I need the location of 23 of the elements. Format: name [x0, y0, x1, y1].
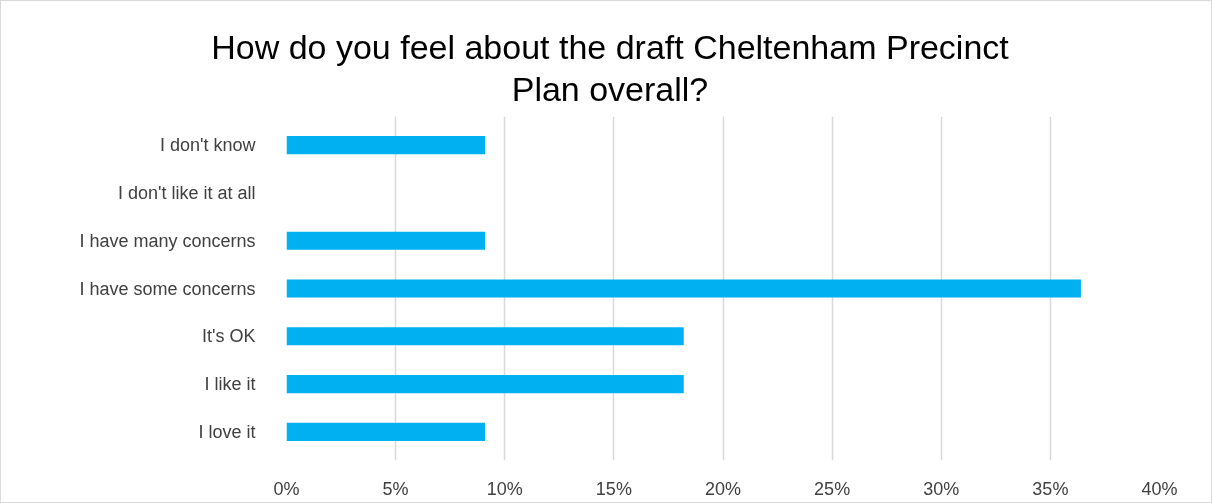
x-tick-label: 0%	[273, 478, 300, 499]
bar	[286, 279, 1081, 298]
bar	[286, 422, 486, 441]
y-tick-label: I love it	[198, 421, 256, 442]
bar	[286, 327, 684, 346]
x-tick-label: 25%	[814, 478, 851, 499]
y-tick-label: I like it	[204, 374, 256, 395]
y-tick-label: I have many concerns	[79, 230, 256, 251]
bar	[286, 136, 486, 155]
y-tick-label: It's OK	[202, 326, 256, 347]
bar	[286, 374, 684, 394]
x-tick-label: 20%	[704, 478, 742, 499]
x-tick-label: 10%	[486, 478, 523, 499]
y-tick-label: I don't like it at all	[118, 182, 256, 203]
y-tick-label: I don't know	[160, 135, 257, 156]
x-tick-label: 40%	[1141, 478, 1178, 499]
x-tick-label: 15%	[595, 478, 632, 499]
x-tick-label: 35%	[1032, 478, 1069, 499]
y-tick-label: I have some concerns	[79, 278, 256, 299]
x-tick-label: 5%	[382, 478, 409, 499]
chart-title: How do you feel about the draft Cheltenham Precinct Plan overall?	[211, 27, 1009, 110]
bar	[286, 231, 486, 250]
x-tick-label: 30%	[923, 478, 960, 499]
